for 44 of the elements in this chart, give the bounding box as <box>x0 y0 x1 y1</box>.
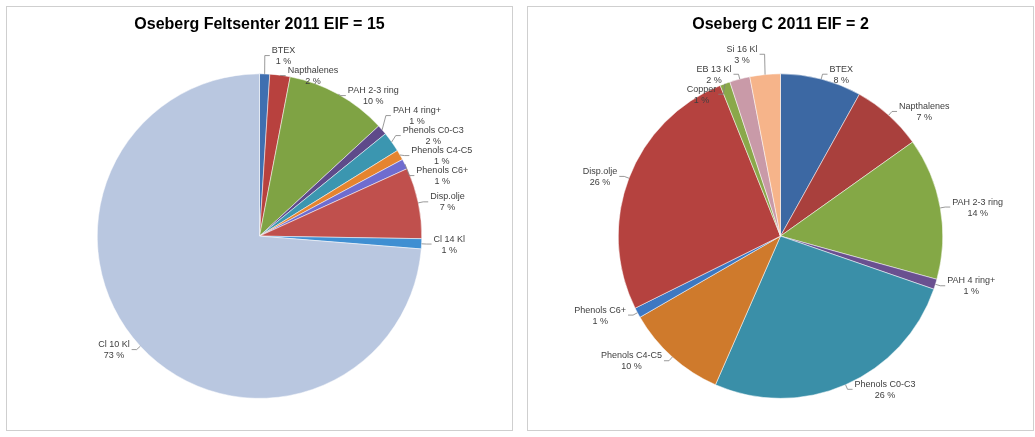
slice-label: Disp.olje <box>430 191 465 202</box>
slice-label: BTEX <box>271 45 296 56</box>
slice-label: Cl 10 Kl <box>98 339 130 350</box>
data-label: 7 % <box>439 202 456 213</box>
slice-label: Copper <box>686 83 717 94</box>
slice-label: Phenols C4-C5 <box>600 350 662 361</box>
data-label: 2 % <box>706 74 722 85</box>
slice-label: PAH 4 ring+ <box>392 105 442 116</box>
data-label: 8 % <box>833 74 850 85</box>
slice-label: Napthalenes <box>287 65 339 76</box>
slice-label: Napthalenes <box>899 100 951 111</box>
data-label: 7 % <box>916 111 933 122</box>
slice-label: PAH 2-3 ring <box>347 85 399 96</box>
data-label: 1 % <box>434 156 450 167</box>
data-label: 1 % <box>275 56 292 67</box>
data-label: 10 % <box>621 361 642 372</box>
data-label: 1 % <box>693 94 710 105</box>
data-label: 1 % <box>963 286 980 297</box>
slice-label: Phenols C0-C3 <box>854 378 916 389</box>
slice-label: BTEX <box>829 63 854 74</box>
slice-label: EB 13 Kl <box>696 63 732 74</box>
data-label: 2 % <box>425 136 442 147</box>
chart-title: Oseberg Feltsenter 2011 EIF = 15 <box>134 15 385 33</box>
slice-label: Phenols C0-C3 <box>402 125 464 136</box>
data-label: 2 % <box>305 76 321 87</box>
data-label: 10 % <box>362 96 384 107</box>
data-label: 26 % <box>589 176 611 187</box>
slice-label: Si 16 Kl <box>726 43 758 54</box>
data-label: 3 % <box>734 54 750 65</box>
data-label: 1 % <box>409 116 425 127</box>
slice-label: Disp.olje <box>582 165 618 176</box>
data-label: 1 % <box>441 244 458 255</box>
slice-label: Phenols C6+ <box>416 165 469 176</box>
slice-label: PAH 4 ring+ <box>947 275 996 286</box>
slice-label: Phenols C4-C5 <box>411 145 473 156</box>
data-label: 14 % <box>967 207 988 218</box>
slice-label: Phenols C6+ <box>574 304 627 315</box>
slice-label: PAH 2-3 ring <box>952 196 1004 207</box>
slice-label: Cl 14 Kl <box>433 233 466 244</box>
chart-title: Oseberg C 2011 EIF = 2 <box>692 15 869 33</box>
data-label: 73 % <box>103 350 125 361</box>
data-label: 26 % <box>874 389 896 400</box>
data-label: 1 % <box>434 176 451 187</box>
data-label: 1 % <box>592 315 608 326</box>
